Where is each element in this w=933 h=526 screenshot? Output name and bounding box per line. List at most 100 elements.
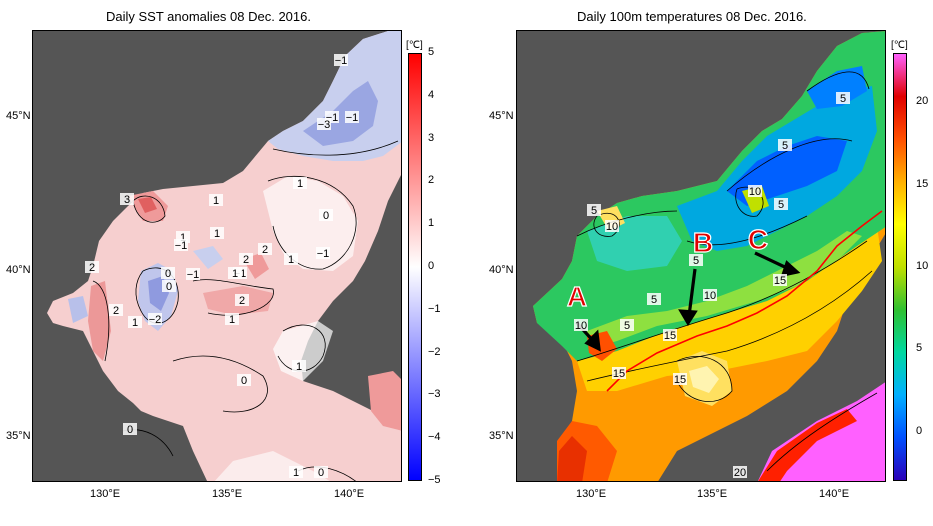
svg-text:1: 1 — [229, 314, 235, 326]
svg-text:1: 1 — [296, 361, 302, 373]
contour-label: 0 — [237, 374, 251, 387]
colorbar-tick: 4 — [428, 88, 435, 101]
svg-text:20: 20 — [734, 467, 746, 479]
frontal-band — [577, 226, 882, 391]
svg-text:10: 10 — [606, 221, 618, 233]
warm-core-oki-inner — [689, 366, 719, 393]
svg-text:5: 5 — [840, 93, 846, 105]
svg-text:5: 5 — [778, 199, 784, 211]
contour-label: 15 — [773, 274, 787, 287]
colorbar-tick: −1 — [428, 302, 441, 315]
contour-label: 0 — [123, 423, 137, 436]
svg-text:0: 0 — [165, 268, 171, 280]
contour-label: −1 — [345, 111, 359, 124]
contour-label: −1 — [174, 239, 188, 252]
colorbar-tick: −2 — [428, 345, 441, 358]
contour-label: 1 — [225, 313, 239, 326]
svg-text:1: 1 — [213, 195, 219, 207]
svg-text:15: 15 — [664, 330, 676, 342]
warm-west — [557, 436, 587, 481]
x-tick-140e: 140°E — [334, 488, 365, 500]
y-tick-35n: 35°N — [6, 430, 31, 442]
y-tick-35n: 35°N — [489, 430, 514, 442]
panel-title: Daily SST anomalies 08 Dec. 2016. — [106, 9, 311, 24]
contour-label: 1 — [128, 316, 142, 329]
colorbar-tick: −4 — [428, 431, 441, 444]
contour-label: 1 — [210, 227, 224, 240]
warm-coast-east — [368, 371, 401, 431]
y-tick-40n: 40°N — [489, 264, 514, 276]
warm-patch-core — [138, 197, 157, 213]
colorbar-tick: 0 — [916, 424, 923, 437]
x-tick-140e: 140°E — [819, 488, 850, 500]
contour-label: 5 — [587, 204, 601, 217]
svg-text:1: 1 — [132, 317, 138, 329]
y-tick-40n: 40°N — [6, 264, 31, 276]
contour-label: 5 — [647, 293, 661, 306]
svg-text:−1: −1 — [175, 240, 188, 252]
contour-label: 1 — [293, 177, 307, 190]
negative-anomaly-west — [68, 296, 88, 323]
colorbar-tick: 2 — [428, 174, 435, 187]
contour-label: 10 — [748, 185, 762, 198]
near-zero-band — [263, 176, 358, 271]
contour-label: 10 — [703, 289, 717, 302]
contour-label: 1 — [284, 253, 298, 266]
x-tick-135e: 135°E — [697, 488, 728, 500]
contour-label: 3 — [120, 193, 134, 206]
svg-text:10: 10 — [749, 186, 761, 198]
contour-label: 10 — [574, 319, 588, 332]
contour-label: 15 — [673, 373, 687, 386]
contour-label: 5 — [620, 319, 634, 332]
contour-label: 2 — [235, 294, 249, 307]
warm-south-band-red — [758, 409, 857, 481]
contour-label: 15 — [663, 329, 677, 342]
svg-text:10: 10 — [575, 320, 587, 332]
colorbar-tick: 3 — [428, 131, 435, 144]
svg-text:5: 5 — [651, 294, 657, 306]
panel-title: Daily 100m temperatures 08 Dec. 2016. — [577, 9, 807, 24]
svg-text:5: 5 — [693, 255, 699, 267]
polar-front-line — [606, 210, 883, 392]
contour-label: 5 — [774, 198, 788, 211]
annotation-label-a: A — [567, 281, 587, 312]
svg-text:−3: −3 — [318, 119, 331, 131]
svg-text:−1: −1 — [187, 269, 200, 281]
map-area: 5 5 10 5 5 10 5 5 10 15 10 5 15 15 15 20 A B C — [516, 30, 886, 482]
contour-label: 5 — [689, 254, 703, 267]
svg-text:3: 3 — [124, 194, 130, 206]
contour-label: 0 — [162, 280, 176, 293]
svg-text:0: 0 — [241, 375, 247, 387]
colorbar — [893, 53, 907, 481]
contour-label: 2 — [109, 304, 123, 317]
svg-text:−1: −1 — [335, 55, 348, 67]
svg-text:15: 15 — [674, 374, 686, 386]
svg-text:1: 1 — [180, 232, 186, 244]
svg-text:1: 1 — [288, 254, 294, 266]
contour-label: 1 — [292, 360, 306, 373]
svg-text:0: 0 — [127, 424, 133, 436]
contour-label: 1 — [228, 267, 242, 280]
negative-anomaly-small — [193, 246, 223, 269]
svg-text:0: 0 — [318, 467, 324, 479]
contour-label: −2 — [148, 313, 162, 326]
contour-label: 1 — [209, 194, 223, 207]
warm-coast-west — [88, 281, 111, 361]
cold-core-north — [807, 66, 867, 109]
colorbar-tick: 15 — [916, 177, 929, 190]
svg-text:5: 5 — [782, 140, 788, 152]
x-tick-130e: 130°E — [576, 488, 607, 500]
contour-label: 2 — [258, 243, 272, 256]
svg-text:1: 1 — [293, 467, 299, 479]
svg-text:15: 15 — [613, 368, 625, 380]
contour-label: 5 — [836, 92, 850, 105]
contour-label: −1 — [186, 268, 200, 281]
svg-text:10: 10 — [704, 290, 716, 302]
annotation-label-c: C — [748, 224, 768, 255]
contour-label: 2 — [85, 261, 99, 274]
colorbar-tick: −5 — [428, 474, 441, 486]
colorbar-tick: 1 — [428, 217, 435, 230]
svg-text:5: 5 — [624, 320, 630, 332]
